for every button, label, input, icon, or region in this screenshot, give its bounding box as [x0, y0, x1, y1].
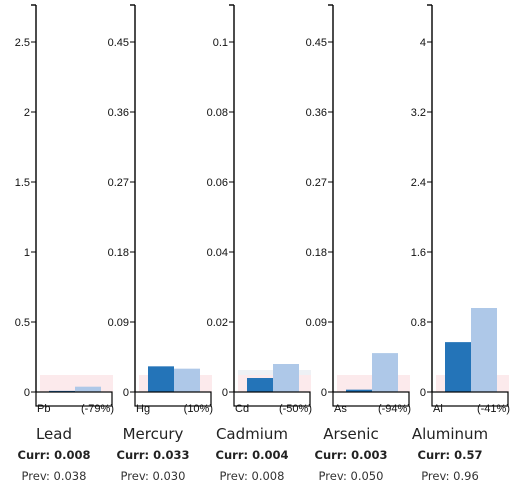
panel-name: Arsenic [323, 425, 379, 443]
panel-name: Cadmium [215, 425, 289, 443]
percent-change: (10%) [184, 403, 213, 415]
bar-previous [471, 308, 497, 392]
bar-current [346, 389, 372, 392]
bar-previous [273, 364, 299, 392]
y-tick-label: 0.02 [207, 317, 228, 329]
symbol-box [431, 391, 509, 407]
panel-name: Lead [35, 425, 73, 443]
y-tick-label: 0 [420, 387, 426, 399]
y-tick-label: 0.09 [108, 317, 129, 329]
element-symbol: Pb [37, 403, 50, 415]
y-tick-label: 2.4 [411, 177, 426, 189]
y-tick-label: 0.04 [207, 247, 228, 259]
y-tick-label: 1.5 [15, 177, 30, 189]
y-tick-label: 0.36 [108, 107, 129, 119]
y-tick-label: 2 [24, 107, 30, 119]
y-tick-label: 4 [420, 37, 426, 49]
y-tick-label: 0.06 [207, 177, 228, 189]
panel-name: Mercury [122, 425, 184, 443]
y-tick-label: 0.1 [213, 37, 228, 49]
y-tick-label: 0 [123, 387, 129, 399]
previous-value: Prev: 0.038 [21, 469, 87, 483]
previous-value: Prev: 0.008 [219, 469, 285, 483]
element-symbol: Al [433, 403, 443, 415]
previous-value: Prev: 0.96 [421, 469, 479, 483]
y-tick-label: 0.27 [306, 177, 327, 189]
y-tick-label: 0.45 [306, 37, 327, 49]
y-tick-label: 0.08 [207, 107, 228, 119]
previous-value: Prev: 0.050 [318, 469, 384, 483]
percent-change: (-94%) [378, 403, 411, 415]
symbol-box [134, 391, 212, 407]
panel-name: Aluminum [411, 425, 489, 443]
current-value: Curr: 0.004 [215, 448, 289, 462]
current-value: Curr: 0.008 [17, 448, 91, 462]
y-tick-label: 1.6 [411, 247, 426, 259]
bar-current [148, 366, 174, 392]
y-tick-label: 1 [24, 247, 30, 259]
element-symbol: Hg [136, 403, 150, 415]
previous-value: Prev: 0.030 [120, 469, 186, 483]
bar-previous [75, 386, 101, 392]
current-value: Curr: 0.003 [314, 448, 388, 462]
y-tick-label: 0 [24, 387, 30, 399]
percent-change: (-41%) [477, 403, 510, 415]
symbol-box [332, 391, 410, 407]
y-tick-label: 0.5 [15, 317, 30, 329]
y-tick-label: 3.2 [411, 107, 426, 119]
y-tick-label: 0.27 [108, 177, 129, 189]
symbol-box [233, 391, 311, 407]
y-tick-label: 0.18 [306, 247, 327, 259]
y-tick-label: 0.18 [108, 247, 129, 259]
y-tick-label: 0.8 [411, 317, 426, 329]
y-tick-label: 0.36 [306, 107, 327, 119]
bar-previous [372, 353, 398, 392]
current-value: Curr: 0.57 [417, 448, 483, 462]
element-symbol: Cd [235, 403, 249, 415]
bar-current [445, 342, 471, 392]
symbol-box [35, 391, 113, 407]
bar-previous [174, 368, 200, 392]
percent-change: (-50%) [279, 403, 312, 415]
percent-change: (-79%) [81, 403, 114, 415]
y-tick-label: 0.09 [306, 317, 327, 329]
y-tick-label: 0.45 [108, 37, 129, 49]
y-tick-label: 2.5 [15, 37, 30, 49]
current-value: Curr: 0.033 [116, 448, 190, 462]
element-symbol: As [334, 403, 347, 415]
y-tick-label: 0 [222, 387, 228, 399]
bar-current [247, 378, 273, 392]
y-tick-label: 0 [321, 387, 327, 399]
